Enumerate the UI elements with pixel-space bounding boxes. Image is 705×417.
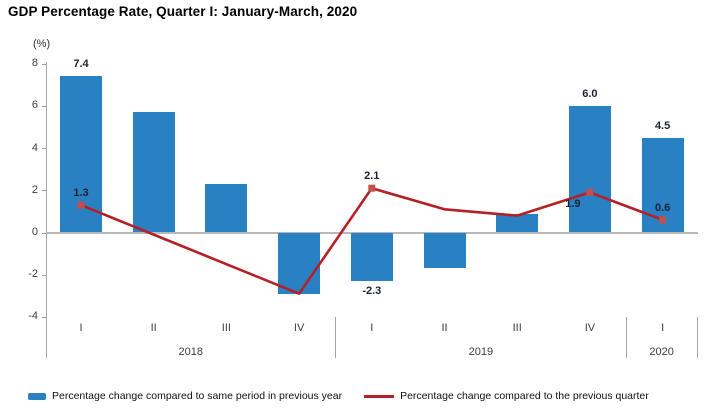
y-axis-tick-label: 0 xyxy=(31,226,38,238)
line-marker-icon xyxy=(659,216,667,224)
bar-value-label: 4.5 xyxy=(654,119,671,132)
x-axis-quarter-label: I xyxy=(661,322,665,334)
line-value-label: 0.6 xyxy=(654,201,671,214)
legend-line-label: Percentage change compared to the previo… xyxy=(400,390,649,402)
x-axis-quarter-label: II xyxy=(150,322,157,334)
y-axis-tick-label: 8 xyxy=(31,57,38,70)
year-separator-line xyxy=(335,317,337,358)
x-axis-quarter-label: I xyxy=(79,322,83,334)
y-axis-tick xyxy=(42,63,46,65)
bar-value-label: 7.4 xyxy=(73,58,89,71)
x-axis-year-label: 2018 xyxy=(178,346,203,358)
legend-bar-label: Percentage change compared to same perio… xyxy=(52,390,343,402)
line-value-label: 2.1 xyxy=(364,170,380,183)
y-axis-tick xyxy=(42,148,46,150)
y-axis-tick-label: -2 xyxy=(28,268,38,281)
year-separator-line xyxy=(626,317,628,358)
x-axis-quarter-label: IV xyxy=(293,322,305,334)
line-marker-icon xyxy=(77,201,85,209)
y-axis-tick xyxy=(42,190,46,192)
bar-I-q4 xyxy=(350,232,393,282)
x-axis-year-label: 2020 xyxy=(649,346,674,358)
x-axis-quarter-label: IV xyxy=(584,322,596,334)
x-axis-year-label: 2019 xyxy=(468,346,494,358)
bar-II-q5 xyxy=(423,232,466,269)
x-axis-quarter-label: II xyxy=(441,322,448,334)
line-marker-icon xyxy=(586,188,594,196)
year-separator-line xyxy=(697,317,698,358)
line-series xyxy=(77,184,667,295)
y-axis-tick-label: 4 xyxy=(31,141,38,154)
bar-III-q2 xyxy=(205,183,248,233)
line-value-label: 1.9 xyxy=(565,198,581,211)
y-axis-tick xyxy=(42,316,46,318)
bar-value-label: -2.3 xyxy=(362,285,382,298)
y-axis-tick xyxy=(42,105,46,107)
y-axis-tick-label: 6 xyxy=(31,99,38,112)
y-axis-unit-label: (%) xyxy=(33,38,51,50)
chart-plot-area: 8 6 4 2 0 -2 -4 2018 2019 2020 I II III IV I II III IV I 7.… xyxy=(28,57,698,358)
bar-IV-q7 xyxy=(568,105,611,233)
x-axis-quarter-label: III xyxy=(221,322,231,334)
x-axis-quarter-label: I xyxy=(370,322,374,334)
chart-legend: Percentage change compared to same perio… xyxy=(28,390,703,402)
y-axis-line xyxy=(46,62,47,358)
bar-II-q1 xyxy=(132,112,175,233)
y-axis-tick-label: 2 xyxy=(31,183,38,196)
line-value-label: 1.3 xyxy=(73,187,89,200)
y-axis-tick xyxy=(42,274,46,276)
x-axis-quarter-label: III xyxy=(512,322,522,334)
y-axis-tick xyxy=(42,232,46,234)
bar-IV-q3 xyxy=(278,232,321,294)
legend-line-swatch-icon xyxy=(364,394,395,398)
bar-value-label: 6.0 xyxy=(582,87,598,100)
page-title: GDP Percentage Rate, Quarter I: January-… xyxy=(8,4,358,19)
bar-III-q6 xyxy=(496,213,539,233)
y-axis-tick-label: -4 xyxy=(28,310,38,323)
legend-bar-swatch-icon xyxy=(28,392,46,400)
line-marker-icon xyxy=(368,184,376,192)
